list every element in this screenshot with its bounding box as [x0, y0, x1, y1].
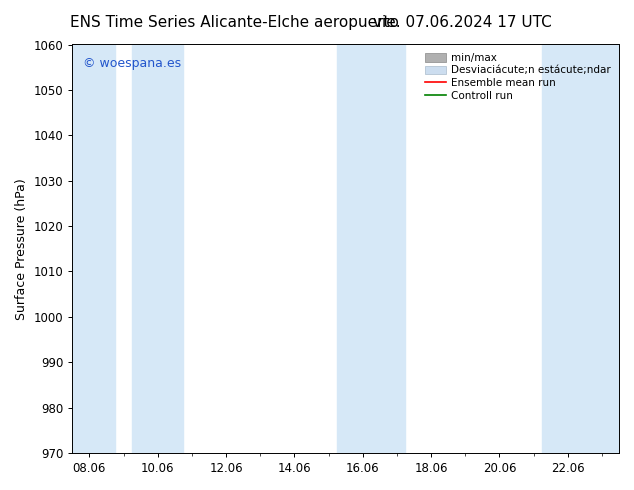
Y-axis label: Surface Pressure (hPa): Surface Pressure (hPa): [15, 178, 28, 319]
Bar: [72, 45, 115, 453]
Bar: [337, 45, 406, 453]
Bar: [132, 45, 183, 453]
Legend: min/max, Desviaciácute;n estácute;ndar, Ensemble mean run, Controll run: min/max, Desviaciácute;n estácute;ndar, …: [422, 49, 614, 104]
Text: © woespana.es: © woespana.es: [83, 57, 181, 70]
Text: vie. 07.06.2024 17 UTC: vie. 07.06.2024 17 UTC: [373, 15, 552, 30]
Text: ENS Time Series Alicante-Elche aeropuerto: ENS Time Series Alicante-Elche aeropuert…: [70, 15, 399, 30]
Bar: [542, 45, 619, 453]
